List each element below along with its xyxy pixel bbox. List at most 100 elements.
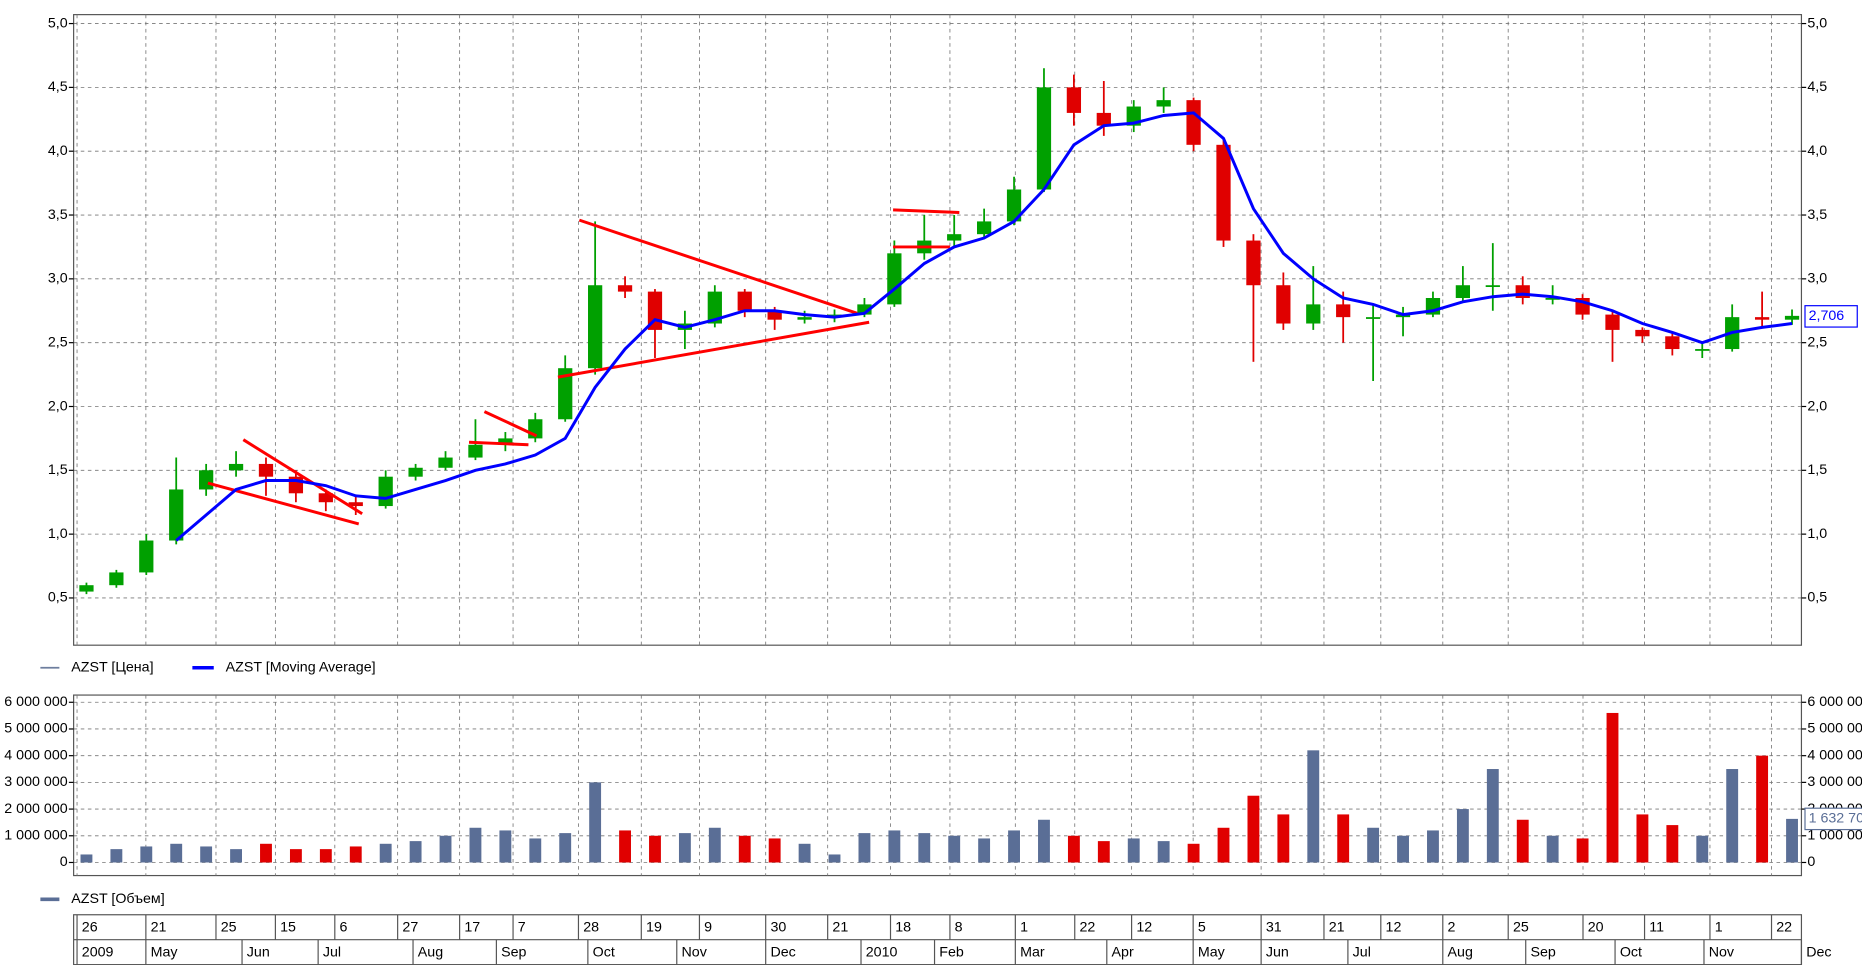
date-tick-label: 18: [895, 920, 911, 936]
date-tick-label: Nov: [1709, 945, 1735, 961]
date-tick-label: Sep: [501, 945, 526, 961]
candle-body: [169, 489, 184, 541]
volume-bar: [1427, 830, 1439, 863]
volume-bar: [469, 827, 482, 863]
date-tick-label: 27: [402, 920, 418, 936]
y-tick-label-right: 1,0: [1807, 526, 1827, 542]
volume-bar: [80, 854, 93, 863]
volume-bar: [1337, 814, 1350, 863]
y-tick-label: 1,0: [48, 526, 68, 542]
candle-body: [707, 291, 722, 324]
trendline: [242, 438, 363, 515]
y-tick-label: 3,5: [48, 207, 68, 223]
date-tick-label: 21: [1329, 920, 1345, 936]
candle-body: [1246, 240, 1261, 286]
candle-body: [109, 572, 124, 586]
candle-body: [1485, 285, 1500, 288]
date-tick-label: Aug: [1448, 945, 1473, 961]
y-tick-label-right: 3,0: [1807, 271, 1827, 287]
date-tick-label: Oct: [1620, 945, 1642, 961]
candle-body: [139, 540, 154, 573]
date-tick-label: 28: [583, 920, 599, 936]
trendline: [578, 218, 858, 315]
volume-bar: [619, 830, 631, 863]
candle-body: [1066, 87, 1082, 113]
candle-body: [1216, 144, 1231, 241]
volume-bar: [140, 846, 153, 863]
legend-label: AZST [Объем]: [71, 891, 164, 907]
candle-body: [468, 444, 483, 458]
date-tick-label: Feb: [939, 945, 964, 961]
candle-body: [1336, 304, 1351, 318]
volume-bar: [1546, 835, 1559, 863]
y-tick-label-right: 0,5: [1807, 590, 1827, 606]
y-tick-label: 2,0: [48, 398, 68, 414]
volume-bar: [1008, 830, 1020, 863]
candle-body: [228, 463, 244, 471]
volume-bar: [1217, 827, 1230, 863]
candle-body: [438, 457, 453, 468]
date-tick-label: Jun: [1266, 945, 1289, 961]
volume-bar: [439, 835, 452, 863]
candle-body: [1754, 317, 1770, 320]
candle-body: [1695, 349, 1710, 351]
y-tick-label: 0,5: [48, 590, 68, 606]
y-tick-label: 4,0: [48, 143, 68, 159]
candle-body: [199, 470, 214, 490]
date-tick-label: May: [151, 945, 179, 961]
volume-bar: [798, 843, 811, 863]
last-value-label: 2,706: [1809, 308, 1845, 324]
volume-bar: [678, 833, 691, 863]
candle-body: [976, 221, 992, 235]
volume-bar: [319, 849, 332, 863]
date-tick-label: 17: [464, 920, 480, 936]
candle-body: [1784, 315, 1800, 320]
y-tick-label: 3 000 000: [4, 774, 67, 790]
candle-body: [887, 253, 902, 305]
volume-bar: [978, 838, 991, 863]
candle-body: [1605, 314, 1620, 330]
volume-bar: [200, 846, 213, 863]
date-tick-label: 2: [1448, 920, 1456, 936]
y-tick-label: 1 000 000: [4, 828, 67, 844]
y-tick-label-right: 4 000 000: [1807, 747, 1862, 763]
candle-body: [1635, 329, 1650, 337]
date-tick-label: 22: [1776, 920, 1792, 936]
candle-body: [617, 285, 633, 292]
candle-body: [408, 467, 423, 477]
volume-bar: [858, 833, 871, 863]
date-tick-label: 22: [1079, 920, 1095, 936]
date-tick-label: 15: [280, 920, 296, 936]
date-tick-label: Mar: [1020, 945, 1045, 961]
trendline: [468, 440, 529, 447]
volume-bar: [1696, 835, 1709, 863]
date-tick-label: Dec: [770, 945, 795, 961]
volume-bar: [1606, 712, 1619, 863]
candle-body: [498, 438, 513, 445]
volume-bar: [499, 830, 512, 863]
volume-bar: [1247, 795, 1260, 863]
volume-bar: [1367, 827, 1380, 863]
y-tick-label: 4 000 000: [4, 747, 67, 763]
date-tick-label: Jul: [323, 945, 341, 961]
volume-bar: [1456, 809, 1469, 863]
volume-bar: [1486, 769, 1499, 863]
y-tick-label-right: 4,5: [1807, 79, 1827, 95]
volume-bar: [768, 838, 781, 863]
y-tick-label-right: 1,5: [1807, 462, 1827, 478]
candle-body: [558, 368, 573, 420]
last-value-box: [1804, 305, 1858, 328]
last-value-box: [1804, 807, 1862, 831]
y-tick-label: 3,0: [48, 271, 68, 287]
volume-bar: [1576, 838, 1589, 863]
volume-bar: [1666, 825, 1679, 863]
legend-label: AZST [Цена]: [71, 660, 153, 676]
y-tick-label-right: 5 000 000: [1807, 721, 1862, 737]
date-tick-label: 25: [221, 920, 237, 936]
date-tick-label: Jun: [247, 945, 270, 961]
moving-average-line: [175, 111, 1793, 542]
y-tick-label-right: 2,5: [1807, 334, 1827, 350]
volume-bar: [888, 830, 901, 863]
candle-body: [1006, 189, 1022, 222]
